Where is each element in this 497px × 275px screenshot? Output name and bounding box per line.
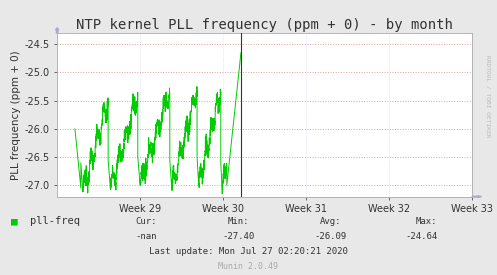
Text: ■: ■ xyxy=(11,216,18,226)
Text: -24.64: -24.64 xyxy=(405,232,437,241)
Text: Min:: Min: xyxy=(228,217,249,226)
Text: -27.40: -27.40 xyxy=(223,232,254,241)
Y-axis label: PLL frequency (ppm + 0): PLL frequency (ppm + 0) xyxy=(11,50,21,180)
Text: -nan: -nan xyxy=(136,232,158,241)
Text: Max:: Max: xyxy=(416,217,437,226)
Text: Last update: Mon Jul 27 02:20:21 2020: Last update: Mon Jul 27 02:20:21 2020 xyxy=(149,248,348,256)
Text: Avg:: Avg: xyxy=(320,217,341,226)
Text: Cur:: Cur: xyxy=(136,217,158,226)
Text: Munin 2.0.49: Munin 2.0.49 xyxy=(219,262,278,271)
Text: RRDTOOL / TOBI OETIKER: RRDTOOL / TOBI OETIKER xyxy=(486,55,491,138)
Text: -26.09: -26.09 xyxy=(315,232,346,241)
Text: pll-freq: pll-freq xyxy=(30,216,80,226)
Title: NTP kernel PLL frequency (ppm + 0) - by month: NTP kernel PLL frequency (ppm + 0) - by … xyxy=(76,18,453,32)
